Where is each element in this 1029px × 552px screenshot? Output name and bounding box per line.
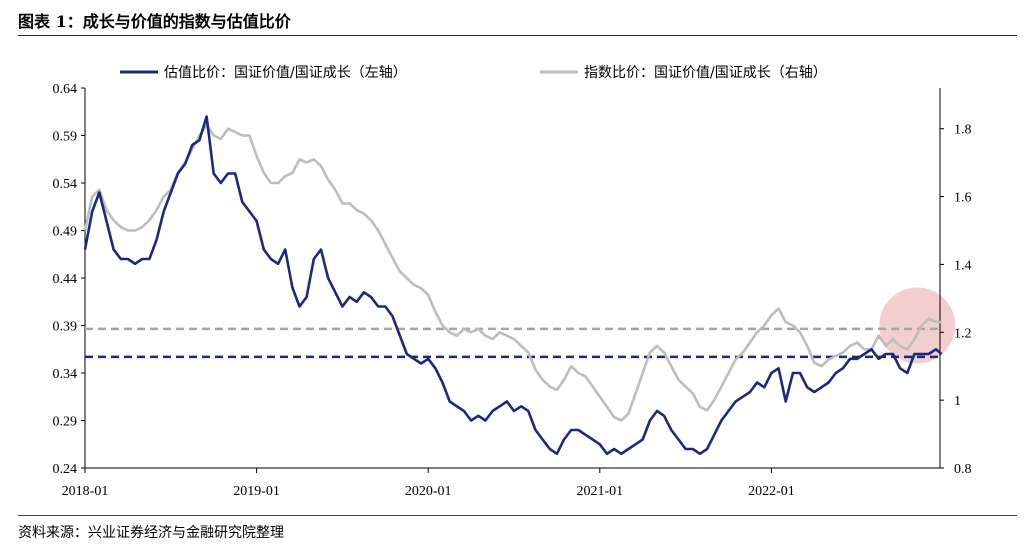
x-tick-label: 2021-01 — [576, 484, 623, 499]
y-left-tick-label: 0.54 — [53, 177, 78, 192]
legend: 估值比价：国证价值/国证成长（左轴） 指数比价：国证价值/国证成长（右轴） — [120, 65, 827, 81]
y-right-tick-label: 1.8 — [954, 123, 972, 138]
y-right-tick-label: 0.8 — [954, 462, 972, 477]
highlight-circle — [879, 287, 956, 364]
reference-lines — [85, 327, 940, 359]
y-left-tick-label: 0.39 — [53, 320, 78, 335]
y-left-tick-label: 0.59 — [53, 130, 78, 145]
axes-layer: 0.24 0.29 0.34 0.39 0.44 0.49 0.54 0.59 0.64 0.8 1… — [53, 82, 972, 499]
series-layer — [83, 115, 943, 456]
x-tick-label: 2022-01 — [748, 484, 795, 499]
page-title: 图表 1：成长与价值的指数与估值比价 — [18, 12, 291, 31]
x-tick-label: 2020-01 — [405, 484, 452, 499]
x-tick-label: 2019-01 — [233, 484, 280, 499]
x-tick-label: 2018-01 — [62, 484, 109, 499]
y-right-tick-label: 1.6 — [954, 191, 972, 206]
y-right-tick-label: 1 — [954, 394, 961, 409]
highlight-layer — [879, 287, 956, 364]
y-left-tick-label: 0.34 — [53, 367, 78, 382]
y-right-tick-label: 1.2 — [954, 326, 972, 341]
y-right-tick-label: 1.4 — [954, 258, 972, 273]
y-left-tick-label: 0.64 — [53, 82, 78, 97]
legend-label: 估值比价：国证价值/国证成长（左轴） — [164, 65, 407, 81]
source-note: 资料来源：兴业证券经济与金融研究院整理 — [18, 525, 284, 541]
y-left-tick-label: 0.24 — [53, 462, 78, 477]
series-line-index-ratio — [83, 124, 942, 422]
y-left-tick-label: 0.49 — [53, 225, 78, 240]
title-divider — [18, 35, 1017, 36]
legend-label: 指数比价：国证价值/国证成长（右轴） — [584, 65, 827, 81]
source-divider — [18, 515, 1017, 516]
series-line-valuation-ratio — [83, 115, 943, 456]
y-left-tick-label: 0.29 — [53, 415, 78, 430]
y-left-tick-label: 0.44 — [53, 272, 78, 287]
